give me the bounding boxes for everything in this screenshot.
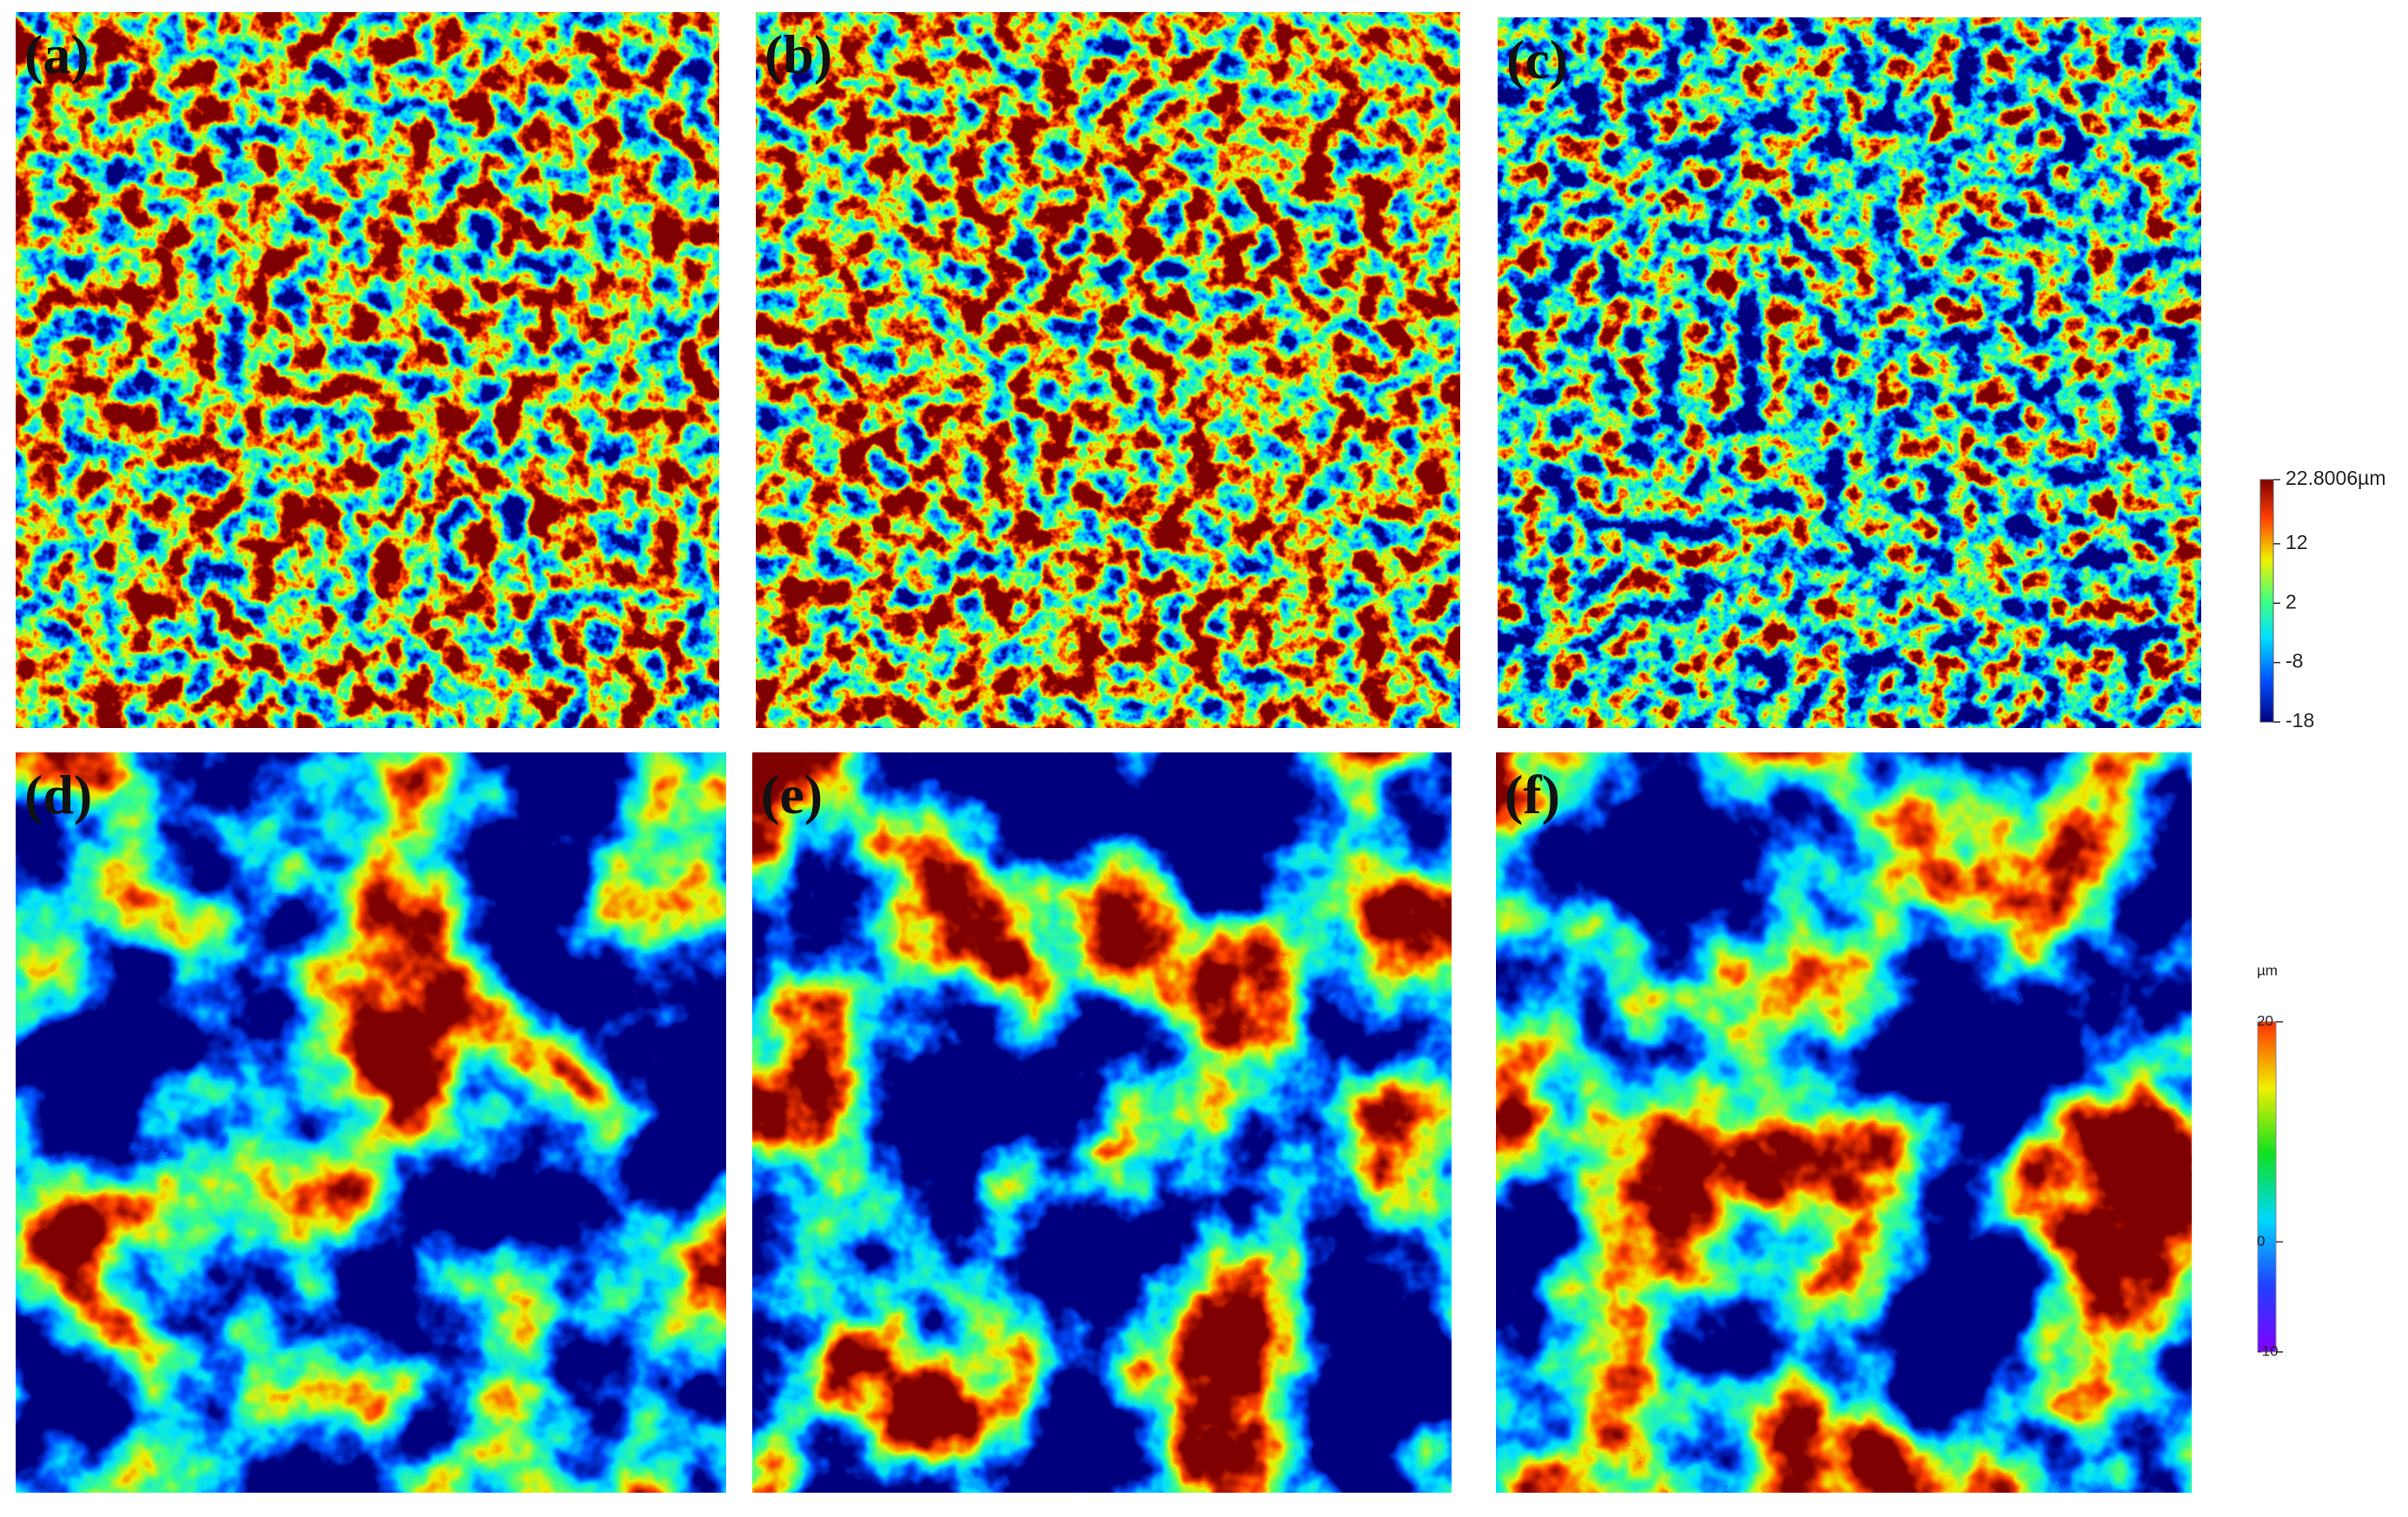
colorbar-bottom: [2257, 1021, 2277, 1353]
colorbar-tick-label: 20: [2257, 1012, 2273, 1029]
colorbar-tick-label: 2: [2286, 590, 2297, 613]
surface-map: [1498, 17, 2201, 728]
colorbar-tick-label: 22.8006µm: [2286, 467, 2386, 489]
panel-label: (e): [761, 764, 823, 825]
panel-label: (c): [1506, 29, 1568, 90]
surface-map: [16, 752, 726, 1493]
panel-label: (a): [24, 23, 89, 85]
surface-map: [752, 752, 1452, 1493]
colorbar-tick-label: -18: [2286, 709, 2314, 732]
surface-map: [1496, 752, 2192, 1493]
surface-map: [756, 12, 1460, 728]
colorbar-tick-label: 12: [2286, 531, 2308, 553]
colorbar-top: [2259, 479, 2274, 723]
colorbar-tick-label: 0: [2257, 1233, 2265, 1249]
panel-label: (f): [1505, 764, 1560, 825]
panel-label: (b): [764, 23, 832, 85]
colorbar-unit: µm: [2257, 962, 2278, 978]
surface-map: [16, 12, 719, 728]
colorbar-tick-label: -8: [2286, 650, 2303, 672]
panel-label: (d): [24, 764, 92, 825]
colorbar-tick-label: -10: [2257, 1342, 2279, 1359]
